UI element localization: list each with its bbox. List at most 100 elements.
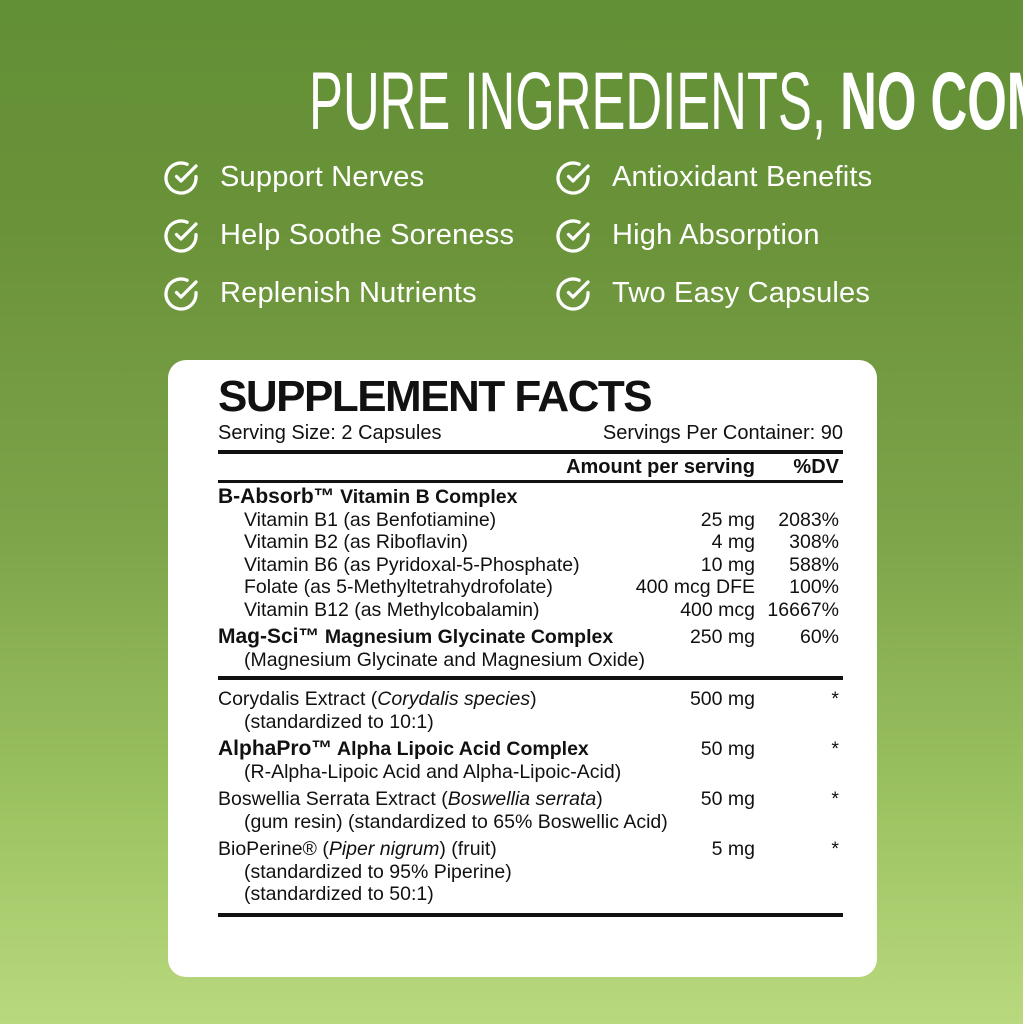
ingredient-dv: * [831,838,839,860]
benefits-column-left: Support Nerves Help Soothe Soreness Repl… [163,160,555,311]
ingredient-text: Magnesium Glycinate Complex [319,626,614,648]
ingredient-text: BioPerine® ( [218,838,329,860]
ingredient-dv [755,811,843,834]
ingredient-dv [755,883,843,906]
ingredient-name: (R-Alpha-Lipoic Acid and Alpha-Lipoic-Ac… [218,761,755,784]
ingredient-amount: 5 mg [711,838,755,860]
benefit-label: Replenish Nutrients [220,277,477,309]
ingredient-brand: B-Absorb™ [218,485,335,508]
supplement-facts-panel: SUPPLEMENT FACTS Serving Size: 2 Capsule… [168,360,877,977]
ingredient-amount: 400 mcg DFE [635,576,755,598]
facts-section-vitamins: B-Absorb™ Vitamin B Complex Vitamin B1 (… [218,483,843,673]
ingredient-dv: * [831,788,839,810]
ingredient-name: Vitamin B2 (as Riboflavin) [218,531,712,554]
ingredient-text: (standardized to 95% Piperine) [244,860,512,883]
check-circle-icon [556,160,590,195]
fact-row: Vitamin B2 (as Riboflavin) 4 mg 308% [218,531,843,554]
fact-row: Vitamin B6 (as Pyridoxal-5-Phosphate) 10… [218,554,843,577]
benefit-item: Antioxidant Benefits [555,160,872,195]
ingredient-dv [755,861,843,884]
benefit-item: Two Easy Capsules [555,276,872,311]
ingredient-brand: Mag-Sci™ [218,625,320,648]
ingredient-species: Corydalis species [377,688,531,710]
divider [218,450,843,454]
hero-banner: PURE INGREDIENTS, NO COMPROMISES [0,56,1023,148]
ingredient-amount: 250 mg [689,626,755,648]
ingredient-text-suffix: ) [530,688,537,710]
fact-row: Vitamin B12 (as Methylcobalamin) 400 mcg… [218,599,843,622]
ingredient-text: (gum resin) (standardized to 65% Boswell… [244,810,668,833]
fact-row: B-Absorb™ Vitamin B Complex [218,485,843,509]
check-circle-icon [164,160,198,195]
ingredient-name: AlphaPro™ Alpha Lipoic Acid Complex [218,737,701,761]
ingredient-name: Vitamin B12 (as Methylcobalamin) [218,599,680,622]
ingredient-name: (standardized to 50:1) [218,883,755,906]
benefit-label: Support Nerves [220,161,425,193]
ingredient-text: Vitamin B1 (as Benfotiamine) [244,508,497,531]
facts-header-row: Amount per serving %DV [218,455,843,480]
ingredient-dv: 100% [789,576,839,598]
page-title-bold: NO COMPROMISES [840,56,1023,147]
ingredient-dv: * [831,738,839,760]
ingredient-dv [755,649,843,672]
ingredient-dv: 16667% [767,598,839,621]
ingredient-text: Vitamin B Complex [334,486,518,508]
ingredient-amount: 400 mcg [680,598,755,621]
divider [218,912,843,917]
fact-row: (R-Alpha-Lipoic Acid and Alpha-Lipoic-Ac… [218,761,843,784]
servings-per-container: Servings Per Container: 90 [602,422,843,444]
fact-row: Boswellia Serrata Extract (Boswellia ser… [218,788,843,811]
page-title: PURE INGREDIENTS, NO COMPROMISES [309,56,1023,148]
ingredient-text: (standardized to 50:1) [244,883,434,905]
ingredient-name: Corydalis Extract (Corydalis species) [218,688,690,711]
facts-section-botanicals: Corydalis Extract (Corydalis species) 50… [218,685,843,908]
ingredient-text: Boswellia Serrata Extract ( [218,788,448,810]
ingredient-name: B-Absorb™ Vitamin B Complex [218,485,755,509]
benefit-item: Support Nerves [163,160,555,195]
ingredient-amount: 25 mg [700,508,755,531]
benefit-label: Two Easy Capsules [612,277,871,309]
header-spacer [218,455,566,480]
ingredient-species: Piper nigrum [328,838,440,860]
ingredient-amount: 500 mg [689,688,755,710]
ingredient-text: (R-Alpha-Lipoic Acid and Alpha-Lipoic-Ac… [244,760,622,783]
ingredient-name: Boswellia Serrata Extract (Boswellia ser… [218,788,701,811]
ingredient-text: Vitamin B2 (as Riboflavin) [244,531,468,553]
ingredient-name: Folate (as 5-Methyltetrahydrofolate) [218,576,636,599]
benefits-list: Support Nerves Help Soothe Soreness Repl… [163,160,872,311]
check-circle-icon [556,276,590,311]
benefit-item: Replenish Nutrients [163,276,555,311]
ingredient-name: Mag-Sci™ Magnesium Glycinate Complex [218,625,690,649]
ingredient-amount: 4 mg [711,531,755,553]
ingredient-dv [755,711,843,734]
fact-row: (Magnesium Glycinate and Magnesium Oxide… [218,649,843,672]
ingredient-text: (standardized to 10:1) [244,710,434,733]
fact-row: (standardized to 95% Piperine) [218,861,843,884]
benefits-column-right: Antioxidant Benefits High Absorption Two… [555,160,872,311]
check-circle-icon [164,276,198,311]
ingredient-name: (Magnesium Glycinate and Magnesium Oxide… [218,649,755,672]
ingredient-amount: 50 mg [700,738,755,760]
page-title-regular: PURE INGREDIENTS, [309,56,841,147]
fact-row: (standardized to 50:1) [218,883,843,906]
ingredient-dv: 2083% [778,508,839,531]
ingredient-name: Vitamin B1 (as Benfotiamine) [218,509,701,532]
ingredient-text: Corydalis Extract ( [218,688,378,710]
fact-row: Vitamin B1 (as Benfotiamine) 25 mg 2083% [218,509,843,532]
ingredient-amount: 10 mg [700,553,755,576]
benefit-label: Help Soothe Soreness [220,219,515,251]
check-circle-icon [164,218,198,253]
ingredient-dv [755,486,843,509]
fact-row: Folate (as 5-Methyltetrahydrofolate) 400… [218,576,843,599]
fact-row: (gum resin) (standardized to 65% Boswell… [218,811,843,834]
ingredient-name: (standardized to 10:1) [218,711,755,734]
fact-row: Mag-Sci™ Magnesium Glycinate Complex 250… [218,625,843,649]
ingredient-dv: 588% [789,553,839,576]
amount-column-header: Amount per serving [566,456,755,478]
benefit-item: Help Soothe Soreness [163,218,555,253]
fact-row: (standardized to 10:1) [218,711,843,734]
check-circle-icon [556,218,590,253]
ingredient-name: (standardized to 95% Piperine) [218,861,755,884]
serving-info-row: Serving Size: 2 Capsules Servings Per Co… [218,421,843,445]
ingredient-dv: * [831,688,839,710]
